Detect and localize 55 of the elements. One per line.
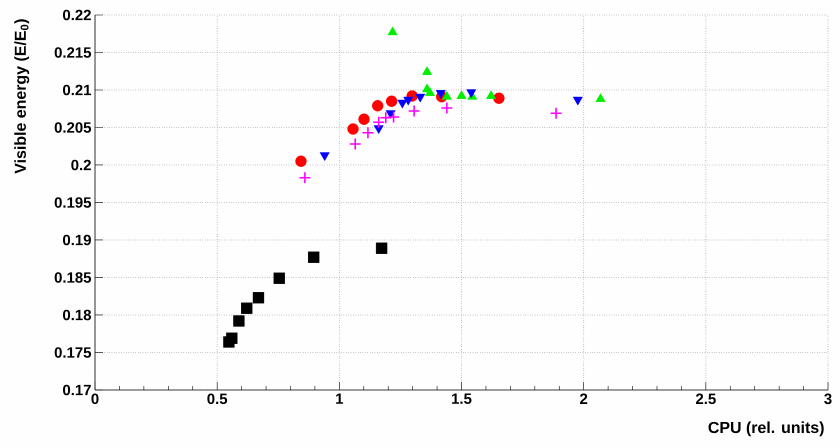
y-tick-label: 0.22 — [63, 10, 91, 20]
point — [379, 111, 392, 124]
point — [347, 123, 359, 135]
y-tick-label: 0.19 — [63, 234, 91, 246]
y-tick-label: 0.205 — [54, 122, 92, 133]
point — [572, 96, 583, 106]
point — [252, 292, 264, 304]
y-tick-label: 0.18 — [63, 310, 92, 320]
x-tick-label: 2.5 — [696, 394, 716, 404]
point — [226, 332, 238, 344]
x-tick-label: 0.5 — [207, 394, 228, 404]
point — [372, 100, 384, 112]
point — [386, 96, 398, 107]
point — [362, 126, 374, 140]
point — [308, 252, 320, 263]
x-tick-label: 1.5 — [452, 394, 472, 404]
point — [397, 100, 408, 108]
x-tick-label: 2 — [580, 394, 588, 404]
point — [348, 138, 362, 150]
point — [493, 92, 505, 104]
point — [596, 93, 606, 102]
x-axis-title: CPU (rel. units) — [708, 421, 824, 436]
point — [241, 302, 252, 314]
point — [274, 272, 285, 284]
point — [486, 90, 496, 99]
point — [387, 110, 400, 124]
y-tick-label: 0.2 — [71, 160, 91, 170]
point — [456, 90, 466, 99]
point — [233, 315, 245, 327]
x-tick-label: 1 — [336, 394, 344, 404]
point — [425, 87, 435, 96]
x-tick-label: 3 — [824, 394, 832, 404]
point — [442, 91, 452, 100]
y-tick-label: 0.215 — [54, 47, 92, 58]
point — [295, 156, 307, 167]
y-tick-label: 0.175 — [54, 347, 92, 358]
point — [372, 116, 385, 129]
point — [376, 242, 388, 254]
point — [408, 104, 420, 118]
y-tick-label: 0.185 — [54, 272, 92, 283]
y-axis-title: Visible energy (E/E$_{0}$) — [14, 19, 30, 174]
y-tick-label: 0.17 — [63, 384, 91, 396]
y-tick-label: 0.21 — [63, 84, 92, 96]
point — [403, 96, 414, 106]
x-tick-label: 0 — [91, 394, 99, 404]
y-tick-label: 0.195 — [54, 197, 92, 208]
point — [320, 152, 330, 161]
point — [358, 114, 370, 125]
point — [374, 125, 384, 134]
point — [388, 26, 398, 36]
point — [415, 94, 426, 102]
point — [440, 102, 454, 114]
point — [298, 171, 312, 184]
point — [550, 106, 562, 120]
point — [422, 66, 432, 75]
